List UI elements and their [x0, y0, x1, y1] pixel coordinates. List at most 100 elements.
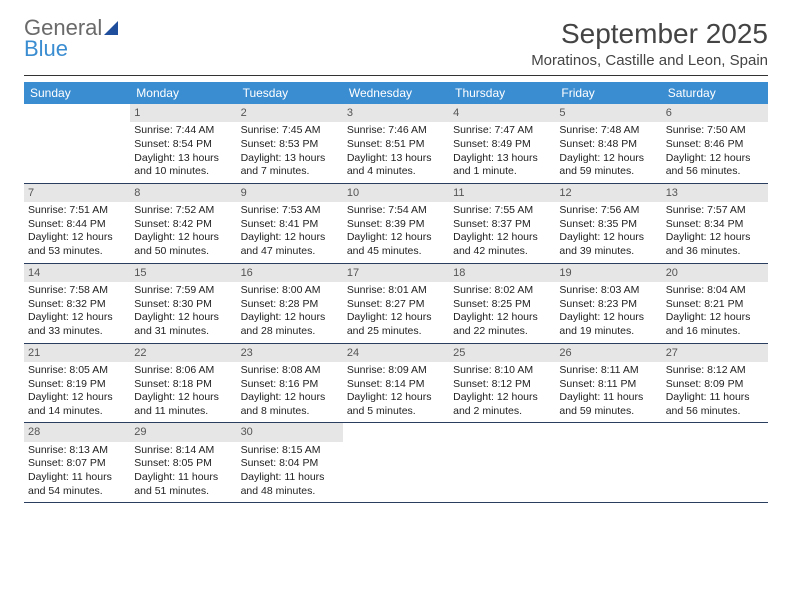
- week-row: 7Sunrise: 7:51 AMSunset: 8:44 PMDaylight…: [24, 184, 768, 264]
- sunrise-line: Sunrise: 7:53 AM: [241, 204, 339, 218]
- sunrise-line: Sunrise: 7:47 AM: [453, 124, 551, 138]
- day-cell: [662, 423, 768, 502]
- day-number: 11: [449, 184, 555, 202]
- sunrise-line: Sunrise: 8:01 AM: [347, 284, 445, 298]
- sunrise-line: Sunrise: 7:57 AM: [666, 204, 764, 218]
- daylight-line: Daylight: 13 hours and 1 minute.: [453, 152, 551, 179]
- day-cell: 22Sunrise: 8:06 AMSunset: 8:18 PMDayligh…: [130, 344, 236, 423]
- day-cell: [24, 104, 130, 183]
- day-cell: 11Sunrise: 7:55 AMSunset: 8:37 PMDayligh…: [449, 184, 555, 263]
- sunrise-line: Sunrise: 7:56 AM: [559, 204, 657, 218]
- sunrise-line: Sunrise: 8:15 AM: [241, 444, 339, 458]
- day-cell: 27Sunrise: 8:12 AMSunset: 8:09 PMDayligh…: [662, 344, 768, 423]
- page-title: September 2025: [531, 18, 768, 50]
- day-number: 2: [237, 104, 343, 122]
- day-number: 30: [237, 423, 343, 441]
- day-number: 24: [343, 344, 449, 362]
- sunrise-line: Sunrise: 8:00 AM: [241, 284, 339, 298]
- sunset-line: Sunset: 8:12 PM: [453, 378, 551, 392]
- day-cell: 9 Sunrise: 7:53 AMSunset: 8:41 PMDaylight…: [237, 184, 343, 263]
- day-cell: 8Sunrise: 7:52 AMSunset: 8:42 PMDaylight…: [130, 184, 236, 263]
- dow-sun: Sunday: [24, 82, 130, 104]
- location-subtitle: Moratinos, Castille and Leon, Spain: [531, 52, 768, 69]
- sunset-line: Sunset: 8:27 PM: [347, 298, 445, 312]
- sunset-line: Sunset: 8:23 PM: [559, 298, 657, 312]
- day-cell: 13Sunrise: 7:57 AMSunset: 8:34 PMDayligh…: [662, 184, 768, 263]
- day-cell: [343, 423, 449, 502]
- day-cell: 24Sunrise: 8:09 AMSunset: 8:14 PMDayligh…: [343, 344, 449, 423]
- daylight-line: Daylight: 13 hours and 10 minutes.: [134, 152, 232, 179]
- sunset-line: Sunset: 8:11 PM: [559, 378, 657, 392]
- sunset-line: Sunset: 8:35 PM: [559, 218, 657, 232]
- sunrise-line: Sunrise: 7:48 AM: [559, 124, 657, 138]
- dow-wed: Wednesday: [343, 82, 449, 104]
- daylight-line: Daylight: 12 hours and 39 minutes.: [559, 231, 657, 258]
- sunset-line: Sunset: 8:54 PM: [134, 138, 232, 152]
- day-cell: 16Sunrise: 8:00 AMSunset: 8:28 PMDayligh…: [237, 264, 343, 343]
- sunset-line: Sunset: 8:21 PM: [666, 298, 764, 312]
- sunrise-line: Sunrise: 8:10 AM: [453, 364, 551, 378]
- day-number: 14: [24, 264, 130, 282]
- sunrise-line: Sunrise: 7:50 AM: [666, 124, 764, 138]
- sunrise-line: Sunrise: 7:59 AM: [134, 284, 232, 298]
- sunset-line: Sunset: 8:28 PM: [241, 298, 339, 312]
- day-number: 6: [662, 104, 768, 122]
- daylight-line: Daylight: 12 hours and 31 minutes.: [134, 311, 232, 338]
- day-cell: 28Sunrise: 8:13 AMSunset: 8:07 PMDayligh…: [24, 423, 130, 502]
- dow-header: Sunday Monday Tuesday Wednesday Thursday…: [24, 82, 768, 104]
- daylight-line: Daylight: 12 hours and 19 minutes.: [559, 311, 657, 338]
- day-cell: 29Sunrise: 8:14 AMSunset: 8:05 PMDayligh…: [130, 423, 236, 502]
- day-number: 8: [130, 184, 236, 202]
- day-cell: [555, 423, 661, 502]
- day-number: 22: [130, 344, 236, 362]
- day-number: 26: [555, 344, 661, 362]
- day-cell: 21Sunrise: 8:05 AMSunset: 8:19 PMDayligh…: [24, 344, 130, 423]
- day-cell: 14Sunrise: 7:58 AMSunset: 8:32 PMDayligh…: [24, 264, 130, 343]
- daylight-line: Daylight: 11 hours and 48 minutes.: [241, 471, 339, 498]
- daylight-line: Daylight: 12 hours and 53 minutes.: [28, 231, 126, 258]
- day-number: 28: [24, 423, 130, 441]
- sunset-line: Sunset: 8:41 PM: [241, 218, 339, 232]
- sunset-line: Sunset: 8:25 PM: [453, 298, 551, 312]
- day-cell: 10Sunrise: 7:54 AMSunset: 8:39 PMDayligh…: [343, 184, 449, 263]
- day-number: 10: [343, 184, 449, 202]
- day-cell: 25Sunrise: 8:10 AMSunset: 8:12 PMDayligh…: [449, 344, 555, 423]
- day-cell: 12Sunrise: 7:56 AMSunset: 8:35 PMDayligh…: [555, 184, 661, 263]
- day-cell: 6Sunrise: 7:50 AMSunset: 8:46 PMDaylight…: [662, 104, 768, 183]
- dow-mon: Monday: [130, 82, 236, 104]
- sunrise-line: Sunrise: 7:45 AM: [241, 124, 339, 138]
- sunset-line: Sunset: 8:09 PM: [666, 378, 764, 392]
- daylight-line: Daylight: 12 hours and 50 minutes.: [134, 231, 232, 258]
- day-number: 16: [237, 264, 343, 282]
- day-number: 7: [24, 184, 130, 202]
- daylight-line: Daylight: 12 hours and 14 minutes.: [28, 391, 126, 418]
- daylight-line: Daylight: 13 hours and 7 minutes.: [241, 152, 339, 179]
- sunset-line: Sunset: 8:44 PM: [28, 218, 126, 232]
- sunset-line: Sunset: 8:39 PM: [347, 218, 445, 232]
- calendar-grid: 1Sunrise: 7:44 AMSunset: 8:54 PMDaylight…: [24, 104, 768, 503]
- daylight-line: Daylight: 11 hours and 51 minutes.: [134, 471, 232, 498]
- daylight-line: Daylight: 12 hours and 59 minutes.: [559, 152, 657, 179]
- sunrise-line: Sunrise: 8:11 AM: [559, 364, 657, 378]
- daylight-line: Daylight: 12 hours and 36 minutes.: [666, 231, 764, 258]
- day-number: 20: [662, 264, 768, 282]
- day-number: 9: [237, 184, 343, 202]
- daylight-line: Daylight: 12 hours and 33 minutes.: [28, 311, 126, 338]
- day-cell: 26Sunrise: 8:11 AMSunset: 8:11 PMDayligh…: [555, 344, 661, 423]
- sunrise-line: Sunrise: 8:02 AM: [453, 284, 551, 298]
- header-row: General Blue September 2025 Moratinos, C…: [24, 18, 768, 69]
- sunrise-line: Sunrise: 7:51 AM: [28, 204, 126, 218]
- day-cell: 3Sunrise: 7:46 AMSunset: 8:51 PMDaylight…: [343, 104, 449, 183]
- day-cell: 5Sunrise: 7:48 AMSunset: 8:48 PMDaylight…: [555, 104, 661, 183]
- day-cell: 1Sunrise: 7:44 AMSunset: 8:54 PMDaylight…: [130, 104, 236, 183]
- week-row: 1Sunrise: 7:44 AMSunset: 8:54 PMDaylight…: [24, 104, 768, 184]
- header-rule: [24, 75, 768, 76]
- day-cell: 23Sunrise: 8:08 AMSunset: 8:16 PMDayligh…: [237, 344, 343, 423]
- day-cell: 30Sunrise: 8:15 AMSunset: 8:04 PMDayligh…: [237, 423, 343, 502]
- day-cell: 7 Sunrise: 7:51 AMSunset: 8:44 PMDaylight…: [24, 184, 130, 263]
- day-cell: 19Sunrise: 8:03 AMSunset: 8:23 PMDayligh…: [555, 264, 661, 343]
- sunset-line: Sunset: 8:42 PM: [134, 218, 232, 232]
- sunrise-line: Sunrise: 8:05 AM: [28, 364, 126, 378]
- sunset-line: Sunset: 8:30 PM: [134, 298, 232, 312]
- daylight-line: Daylight: 12 hours and 47 minutes.: [241, 231, 339, 258]
